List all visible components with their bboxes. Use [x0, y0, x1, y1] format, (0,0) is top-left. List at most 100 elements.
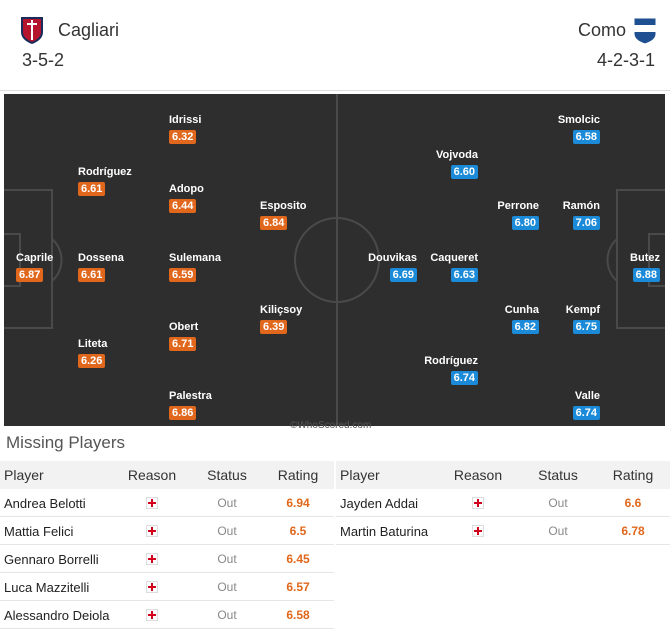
- rating: 6.5: [289, 524, 307, 538]
- missing-title: Missing Players: [6, 433, 126, 452]
- row-divider: [0, 600, 334, 601]
- player-name: Perrone: [497, 200, 539, 212]
- status: Out: [548, 496, 568, 510]
- table-header: Reason: [127, 467, 177, 483]
- status: Out: [217, 608, 237, 622]
- away-logo: [633, 17, 657, 45]
- player-rating: 6.39: [260, 320, 288, 334]
- status: Out: [217, 524, 237, 538]
- rating: 6.58: [286, 608, 310, 622]
- reason-icon: [146, 497, 158, 509]
- player-name: Kiliçsoy: [260, 304, 303, 316]
- table-header: Player: [4, 467, 44, 483]
- player-name: Ramón: [562, 200, 600, 212]
- status: Out: [217, 580, 237, 594]
- reason-icon: [146, 609, 158, 621]
- player-rating: 6.74: [572, 406, 600, 420]
- player-rating: 6.88: [632, 268, 660, 282]
- player-rating: 6.87: [16, 268, 44, 282]
- player-name: Esposito: [260, 200, 307, 212]
- table-header: Reason: [453, 467, 503, 483]
- row-divider: [0, 628, 334, 629]
- rating: 6.94: [286, 496, 310, 510]
- player-name: Idrissi: [169, 114, 202, 126]
- player: Luca Mazzitelli: [4, 580, 90, 595]
- player-rating: 6.84: [260, 216, 288, 230]
- player-rating: 6.60: [450, 165, 478, 179]
- player-rating: 6.26: [78, 354, 106, 368]
- rating: 6.78: [621, 524, 645, 538]
- reason-icon: [472, 497, 484, 509]
- rating: 6.45: [286, 552, 310, 566]
- away-formation: 4-2-3-1: [596, 50, 655, 70]
- player: Jayden Addai: [340, 496, 419, 511]
- table-header: Rating: [612, 467, 654, 483]
- player-rating: 6.32: [169, 130, 197, 144]
- player-rating: 6.86: [169, 406, 197, 420]
- away-team: Como: [577, 20, 626, 40]
- player-name: Caprile: [16, 252, 54, 264]
- status: Out: [548, 524, 568, 538]
- table-header-bg: [0, 461, 334, 489]
- table-header: Status: [538, 467, 578, 483]
- status: Out: [217, 496, 237, 510]
- table-header: Player: [340, 467, 380, 483]
- player-rating: 6.61: [78, 182, 106, 196]
- player-rating: 6.63: [450, 268, 478, 282]
- home-team: Cagliari: [58, 20, 120, 40]
- player-rating: 6.44: [169, 199, 197, 213]
- table-header-bg: [336, 461, 670, 489]
- rating: 6.6: [624, 496, 642, 510]
- player-name: Rodríguez: [424, 355, 478, 367]
- player-rating: 6.58: [572, 130, 600, 144]
- status: Out: [217, 552, 237, 566]
- player-name: Obert: [169, 321, 199, 333]
- player-name: Liteta: [78, 338, 108, 350]
- player-name: Butez: [630, 252, 660, 264]
- header: [0, 0, 670, 91]
- player-rating: 6.61: [78, 268, 106, 282]
- reason-icon: [146, 553, 158, 565]
- row-divider: [336, 544, 670, 545]
- player-name: Palestra: [169, 390, 212, 402]
- table-header: Rating: [277, 467, 319, 483]
- player: Gennaro Borrelli: [4, 552, 99, 567]
- watermark: ©WhoScored.com: [290, 420, 372, 431]
- player-name: Valle: [574, 390, 600, 402]
- reason-icon: [146, 581, 158, 593]
- row-divider: [0, 544, 334, 545]
- player: Mattia Felici: [4, 524, 74, 539]
- player-name: Douvikas: [368, 252, 417, 264]
- player-rating: 6.59: [169, 268, 197, 282]
- row-divider: [336, 516, 670, 517]
- player-rating: 6.71: [169, 337, 197, 351]
- home-formation: 3-5-2: [22, 50, 65, 70]
- player-rating: 6.74: [450, 371, 478, 385]
- player-name: Dossena: [78, 252, 124, 264]
- reason-icon: [146, 525, 158, 537]
- player-rating: 6.80: [511, 216, 539, 230]
- player-name: Caqueret: [430, 252, 478, 264]
- player-rating: 6.69: [389, 268, 417, 282]
- player-name: Kempf: [565, 304, 600, 316]
- player-rating: 6.75: [572, 320, 600, 334]
- reason-icon: [472, 525, 484, 537]
- row-divider: [0, 516, 334, 517]
- player-name: Cunha: [504, 304, 539, 316]
- player-rating: 6.82: [511, 320, 539, 334]
- player-name: Vojvoda: [436, 149, 478, 161]
- home-logo: [21, 17, 43, 44]
- player: Alessandro Deiola: [4, 608, 110, 623]
- player-name: Sulemana: [169, 252, 221, 264]
- pitch: [4, 94, 665, 426]
- player: Martin Baturina: [340, 524, 429, 539]
- player-rating: 7.06: [572, 216, 600, 230]
- row-divider: [0, 572, 334, 573]
- player-name: Rodríguez: [78, 166, 132, 178]
- table-header: Status: [207, 467, 247, 483]
- player-name: Adopo: [169, 183, 204, 195]
- rating: 6.57: [286, 580, 310, 594]
- player: Andrea Belotti: [4, 496, 86, 511]
- player-name: Smolcic: [557, 114, 600, 126]
